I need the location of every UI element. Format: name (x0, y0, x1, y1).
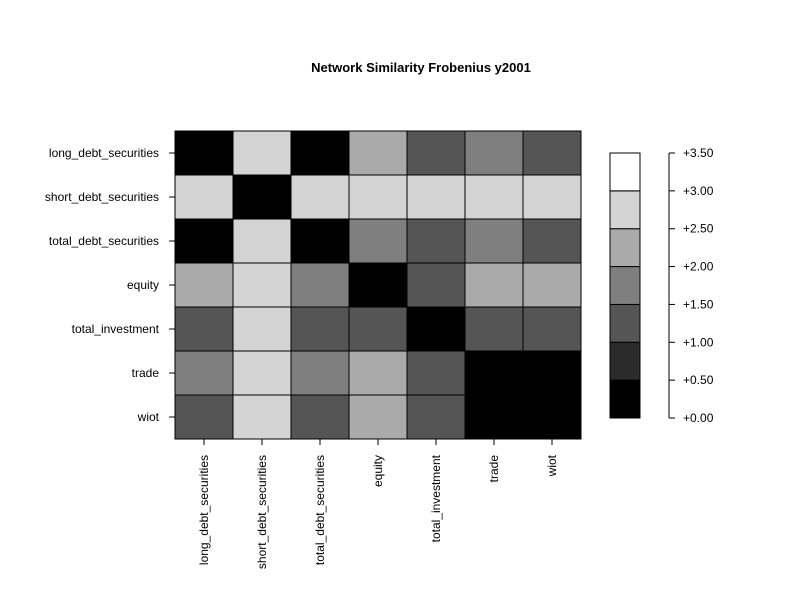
legend-swatch (609, 303, 641, 343)
legend-tick-label: +1.00 (683, 335, 714, 349)
heatmap-cell (406, 350, 466, 396)
heatmap-cell (232, 306, 292, 352)
column-tick-label: short_debt_securities (255, 455, 269, 569)
heatmap-cell (464, 394, 524, 440)
heatmap-cell (406, 174, 466, 220)
heatmap-cell (522, 174, 582, 220)
heatmap-cell (406, 262, 466, 308)
heatmap-cell (174, 218, 234, 264)
heatmap-cell (348, 174, 408, 220)
heatmap-cell (464, 262, 524, 308)
column-tick-label: wiot (545, 454, 559, 477)
legend-tick-label: +0.00 (683, 411, 714, 425)
heatmap-cell (406, 306, 466, 352)
heatmap-cell (174, 350, 234, 396)
legend-tick-label: +1.50 (683, 297, 714, 311)
heatmap-cell (290, 262, 350, 308)
heatmap-cell (406, 218, 466, 264)
legend-swatch (609, 190, 641, 230)
heatmap-cell (174, 306, 234, 352)
legend-swatch (609, 228, 641, 268)
row-tick-label: equity (127, 278, 159, 292)
heatmap-cell (522, 350, 582, 396)
heatmap-cell (522, 218, 582, 264)
heatmap-cell (348, 394, 408, 440)
legend-tick-label: +3.50 (683, 146, 714, 160)
chart-title: Network Similarity Frobenius y2001 (311, 60, 531, 75)
heatmap-cell (290, 130, 350, 176)
legend-tick-label: +2.50 (683, 222, 714, 236)
column-tick-labels: long_debt_securities short_debt_securitie… (197, 439, 559, 569)
heatmap-cell (174, 262, 234, 308)
heatmap-cell (290, 306, 350, 352)
column-tick-label: trade (487, 455, 501, 483)
heatmap-cell (174, 174, 234, 220)
heatmap-cell (290, 350, 350, 396)
legend-swatch (609, 266, 641, 305)
row-tick-label: total_debt_securities (49, 234, 159, 248)
heatmap-cell (348, 306, 408, 352)
legend-swatch (609, 379, 641, 419)
heatmap-cell (464, 174, 524, 220)
heatmap-cell (174, 394, 234, 440)
legend-tick-label: +2.00 (683, 260, 714, 274)
heatmap-cell (406, 130, 466, 176)
heatmap-cell (348, 218, 408, 264)
legend-tick-label: +3.00 (683, 184, 714, 198)
row-tick-label: short_debt_securities (45, 190, 159, 204)
heatmap-cell (522, 130, 582, 176)
heatmap-cell (464, 218, 524, 264)
column-tick-label: total_debt_securities (313, 455, 327, 565)
heatmap-cell (232, 262, 292, 308)
heatmap-cell (406, 394, 466, 440)
row-tick-label: wiot (137, 410, 160, 424)
heatmap-cell (232, 394, 292, 440)
heatmap-cell (174, 130, 234, 176)
heatmap-cell (232, 130, 292, 176)
heatmap-cell (464, 306, 524, 352)
color-legend: +0.00 +0.50 +1.00 +1.50 +2.00 +2.50 +3.00 +3.50 (609, 146, 714, 425)
heatmap-cell (232, 350, 292, 396)
column-tick-label: total_investment (429, 454, 443, 542)
heatmap-cell (232, 218, 292, 264)
legend-swatch (609, 152, 641, 192)
heatmap-cell (464, 350, 524, 396)
heatmap-cells (174, 130, 582, 440)
row-tick-labels: long_debt_securities short_debt_securitie… (45, 146, 175, 424)
column-tick-label: long_debt_securities (197, 455, 211, 565)
legend-tick-label: +0.50 (683, 373, 714, 387)
heatmap-cell (522, 394, 582, 440)
heatmap-cell (348, 350, 408, 396)
heatmap-cell (290, 394, 350, 440)
heatmap-cell (522, 306, 582, 352)
row-tick-label: long_debt_securities (49, 146, 159, 160)
heatmap-cell (522, 262, 582, 308)
row-tick-label: total_investment (72, 322, 160, 336)
heatmap-cell (290, 174, 350, 220)
legend-swatch (609, 341, 641, 381)
column-tick-label: equity (371, 455, 385, 487)
heatmap-cell (348, 130, 408, 176)
heatmap-cell (348, 262, 408, 308)
heatmap-cell (464, 130, 524, 176)
heatmap-cell (232, 174, 292, 220)
heatmap-cell (290, 218, 350, 264)
row-tick-label: trade (132, 366, 160, 380)
